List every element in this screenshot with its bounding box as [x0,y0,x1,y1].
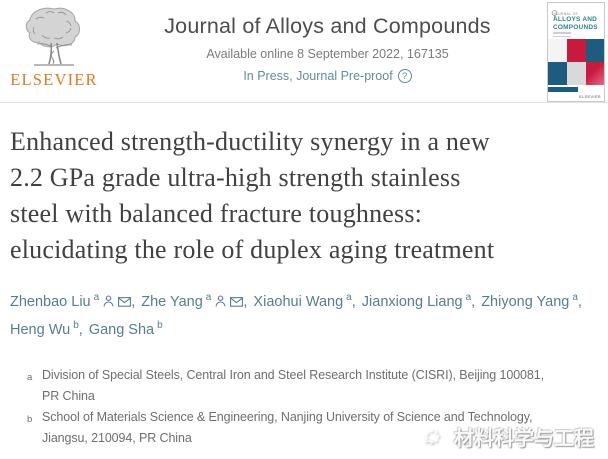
author-link[interactable]: Gang Sha [88,321,155,338]
journal-title-link[interactable]: Journal of Alloys and Compounds [164,14,491,38]
elsevier-logo[interactable]: ELSEVIER [0,0,108,90]
elsevier-wordmark: ELSEVIER [10,70,98,89]
cover-square [586,62,604,85]
author: Zhiyong Yang a, [481,292,582,310]
author: Xiaohui Wang a, [253,292,356,310]
cover-square [548,62,567,85]
in-press-status-text: In Press, Journal Pre-proof [243,69,393,83]
cover-teal-bar [548,87,578,92]
cover-square [567,62,586,85]
in-press-status-link[interactable]: In Press, Journal Pre-proof ? [243,69,412,83]
envelope-icon[interactable] [118,296,132,307]
person-icon[interactable] [103,295,114,307]
page-title: Enhanced strength-ductility synergy in a… [10,127,495,264]
journal-header: ELSEVIER Journal of Alloys and Compounds… [0,0,608,103]
cover-footer-text: ELSEVIER [579,94,601,99]
author: Zhenbao Liu a, [10,292,136,310]
author-link[interactable]: Zhe Yang [141,293,203,310]
affiliation: b School of Materials Science & Engineeri… [27,409,533,445]
article-head: Enhanced strength-ductility synergy in a… [0,124,608,449]
author-link[interactable]: Zhenbao Liu [10,293,91,310]
author-link[interactable]: Jianxiong Liang [361,293,463,310]
cover-square [586,39,604,62]
cover-journal-of: JOURNAL OF [553,12,579,16]
journal-header-center: Journal of Alloys and Compounds Availabl… [108,0,547,85]
author: Heng Wu b, [10,319,83,338]
cover-elsevier-mark-icon [551,5,558,23]
cover-square [548,39,567,62]
person-icon[interactable] [215,295,226,307]
author: Gang Sha b [88,319,163,338]
help-question-icon[interactable]: ? [397,69,412,83]
affiliation-list: a Division of Special Steels, Central Iro… [10,365,595,449]
author-link[interactable]: Heng Wu [10,321,71,338]
author-list: Zhenbao Liu a, Zhe Yang a, Xiaohui Wang a, … [10,286,598,342]
author: Jianxiong Liang a, [361,292,476,310]
affiliation: a Division of Special Steels, Central Iro… [27,367,544,403]
elsevier-tree-icon [22,7,86,71]
author-link[interactable]: Zhiyong Yang [481,293,570,310]
available-online-line: Available online 8 September 2022, 16713… [206,47,449,61]
author-link[interactable]: Xiaohui Wang [253,293,344,310]
cover-square [567,39,586,62]
cover-journal-name: ALLOYS AND COMPOUNDS [553,16,598,31]
envelope-icon[interactable] [230,296,244,307]
author: Zhe Yang a, [141,292,248,310]
journal-cover-thumbnail[interactable]: JOURNAL OF ALLOYS AND COMPOUNDS ELSEVIER [547,2,605,102]
